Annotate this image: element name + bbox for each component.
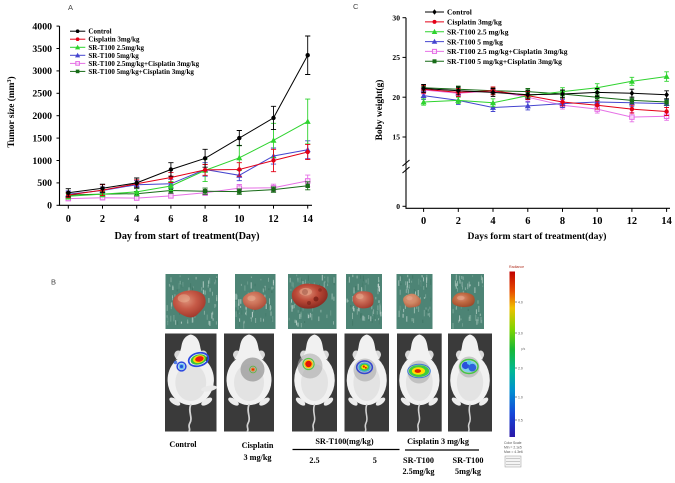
svg-text:Cisplatin 3mg/kg: Cisplatin 3mg/kg: [88, 36, 140, 44]
svg-text:6: 6: [168, 214, 173, 225]
svg-text:Boby weight(g): Boby weight(g): [374, 80, 385, 141]
svg-text:4000: 4000: [32, 21, 52, 32]
svg-text:SR-T100 2.5mg/kg: SR-T100 2.5mg/kg: [88, 44, 144, 52]
svg-text:Day from start of treatment(Da: Day from start of treatment(Day): [114, 231, 259, 242]
svg-text:Cisplatin 3 mg/kg: Cisplatin 3 mg/kg: [407, 437, 470, 446]
svg-text:10: 10: [592, 216, 602, 227]
svg-text:3000: 3000: [32, 66, 52, 77]
svg-text:0.5: 0.5: [518, 418, 523, 422]
svg-text:Days form start of treatment(d: Days form start of treatment(day): [468, 231, 607, 242]
svg-text:Min = 2.1e5: Min = 2.1e5: [504, 446, 522, 450]
svg-text:2.5mg/kg: 2.5mg/kg: [402, 467, 435, 476]
svg-text:3 mg/kg: 3 mg/kg: [244, 453, 273, 462]
svg-text:3.0: 3.0: [518, 331, 523, 335]
svg-text:1.0: 1.0: [518, 395, 523, 399]
svg-text:2500: 2500: [32, 89, 52, 100]
svg-text:Cisplatin 3mg/kg: Cisplatin 3mg/kg: [447, 18, 502, 27]
svg-text:Control: Control: [88, 28, 111, 36]
svg-text:B: B: [51, 278, 56, 287]
svg-text:5mg/kg: 5mg/kg: [455, 467, 482, 476]
svg-text:SR-T100: SR-T100: [403, 456, 434, 465]
svg-text:8: 8: [560, 216, 565, 227]
svg-text:SR-T100 5 mg/kg: SR-T100 5 mg/kg: [447, 37, 503, 46]
svg-text:Control: Control: [169, 440, 197, 449]
svg-text:20: 20: [392, 93, 400, 102]
svg-text:3500: 3500: [32, 44, 52, 55]
svg-text:500: 500: [37, 178, 52, 189]
svg-text:SR-T100 2.5 mg/kg+Cisplatin 3m: SR-T100 2.5 mg/kg+Cisplatin 3mg/kg: [447, 47, 568, 56]
svg-text:12: 12: [268, 214, 278, 225]
svg-text:1500: 1500: [32, 133, 52, 144]
svg-text:SR-T100: SR-T100: [453, 456, 484, 465]
svg-text:Control: Control: [447, 8, 472, 17]
svg-text:A: A: [68, 3, 73, 12]
svg-text:1000: 1000: [32, 156, 52, 167]
svg-text:SR-T100 5 mg/kg+Cisplatin 3mg/: SR-T100 5 mg/kg+Cisplatin 3mg/kg: [447, 57, 562, 66]
svg-text:SR-T100(mg/kg): SR-T100(mg/kg): [315, 437, 373, 446]
svg-text:30: 30: [392, 13, 400, 22]
svg-text:5: 5: [373, 456, 377, 465]
svg-text:8: 8: [202, 214, 207, 225]
svg-text:Radiance: Radiance: [509, 265, 524, 269]
svg-text:SR-T100 2.5mg/kg+Cisplatin 3mg: SR-T100 2.5mg/kg+Cisplatin 3mg/kg: [88, 60, 199, 68]
svg-text:2: 2: [456, 216, 461, 227]
svg-text:14: 14: [303, 214, 313, 225]
svg-text:p/s: p/s: [521, 347, 526, 351]
svg-text:4.0: 4.0: [518, 300, 523, 304]
svg-text:C: C: [353, 2, 359, 11]
svg-text:SR-T100 2.5 mg/kg: SR-T100 2.5 mg/kg: [447, 27, 509, 36]
svg-text:10: 10: [234, 214, 244, 225]
svg-text:4: 4: [134, 214, 139, 225]
svg-text:14: 14: [661, 216, 671, 227]
svg-text:12: 12: [627, 216, 637, 227]
svg-text:0: 0: [421, 216, 426, 227]
svg-text:SR-T100 5mg/kg: SR-T100 5mg/kg: [88, 52, 139, 60]
svg-text:Cisplatin: Cisplatin: [242, 441, 274, 450]
svg-text:15: 15: [392, 133, 400, 142]
svg-text:2.0: 2.0: [518, 366, 523, 370]
svg-text:0: 0: [396, 202, 400, 211]
svg-text:25: 25: [392, 53, 400, 62]
svg-text:2: 2: [100, 214, 105, 225]
svg-text:4: 4: [490, 216, 495, 227]
svg-text:2.5: 2.5: [309, 456, 319, 465]
svg-text:Color Scale: Color Scale: [504, 441, 522, 445]
svg-text:Tumor size (mm3): Tumor size (mm3): [6, 76, 17, 147]
svg-text:SR-T100 5mg/kg+Cisplatin 3mg/k: SR-T100 5mg/kg+Cisplatin 3mg/kg: [88, 68, 194, 76]
svg-text:0: 0: [66, 214, 71, 225]
svg-text:Max = 4.3e6: Max = 4.3e6: [504, 450, 523, 454]
svg-text:0: 0: [47, 201, 52, 212]
svg-text:6: 6: [525, 216, 530, 227]
svg-text:2000: 2000: [32, 111, 52, 122]
